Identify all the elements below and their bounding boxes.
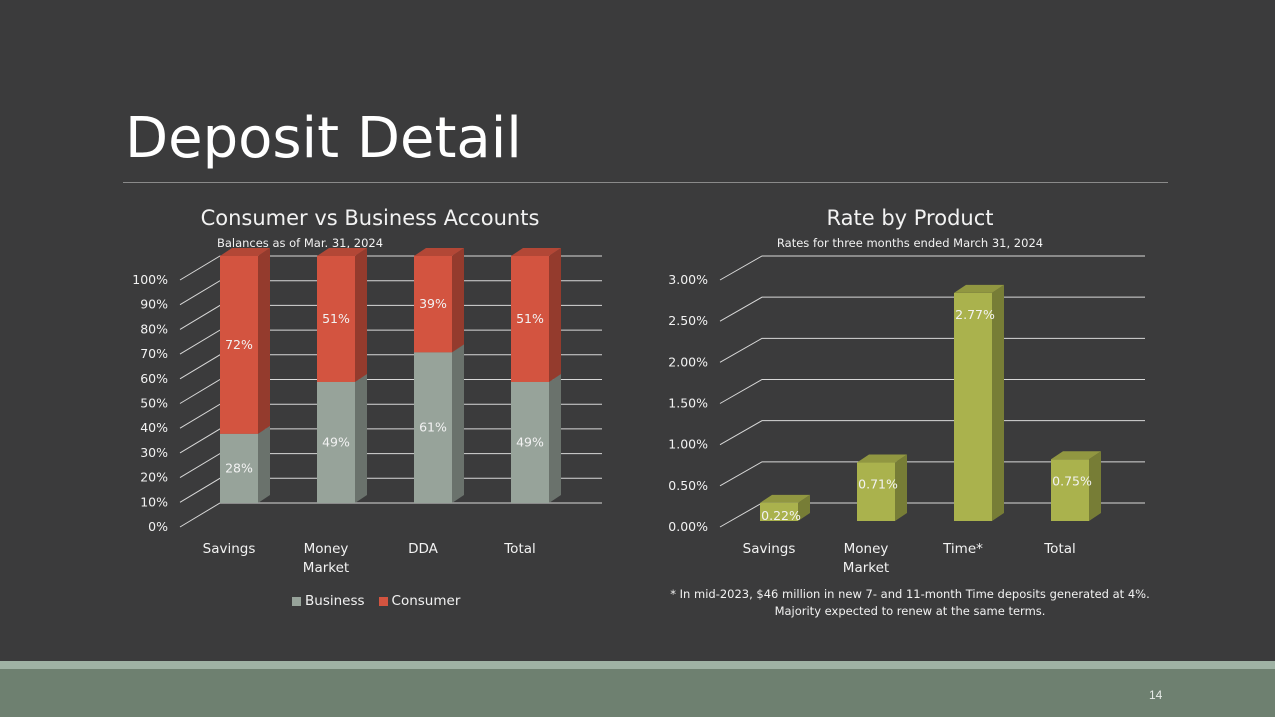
chart1-bar-consumer-1-top [317,248,367,256]
chart1-datalabel-business-3: 49% [516,434,544,449]
chart1-bar-consumer-1-side [355,248,367,382]
chart1-bar-business-3 [511,381,549,503]
chart1-bar-consumer-3-top [511,248,561,256]
chart1-bar-business-0 [220,433,258,503]
chart2-bar-3-top [1051,451,1101,460]
chart1-bar-business-1 [317,381,355,503]
footnote-line-1: * In mid-2023, $46 million in new 7- and… [670,587,1150,601]
chart2-bar-0-top [760,494,810,503]
chart2-gridline-4 [719,337,1145,363]
chart1-bar-business-3-side [549,373,561,503]
chart2-ytick-0: 0.00% [668,519,708,534]
title-divider [123,182,1168,183]
chart2-xtick-1-0: Money [844,541,889,557]
chart1-bar-business-2-side [452,344,464,503]
chart2-bar-1-side [895,454,907,521]
chart1-bar-consumer-0-side [258,248,270,434]
chart2-bar-1-top [857,454,907,463]
chart1-ytick-1: 10% [140,494,168,509]
chart2-datalabel-0: 0.22% [761,508,801,523]
chart2-bar-2-side [992,284,1004,521]
chart1-datalabel-consumer-1: 51% [322,311,350,326]
legend-swatch-business [292,596,301,606]
chart2-datalabel-1: 0.71% [858,477,898,492]
chart1-bar-consumer-1 [317,256,355,382]
footnote: * In mid-2023, $46 million in new 7- and… [660,586,1160,620]
chart2-datalabel-2: 2.77% [955,307,995,322]
footer-bar [0,669,1275,717]
chart1-bar-consumer-2-side [452,248,464,353]
chart1-ytick-3: 30% [140,445,168,460]
chart1-xtick-2-0: DDA [408,541,439,557]
chart2-gridline-6 [719,255,1145,281]
chart1-datalabel-consumer-3: 51% [516,311,544,326]
chart2-bar-2 [954,292,992,521]
legend-item-consumer: Consumer [378,593,461,609]
chart2-title: Rate by Product [826,206,994,230]
chart1-ytick-8: 80% [140,321,168,336]
chart1-datalabel-business-2: 61% [419,420,447,435]
chart1-bar-business-1-side [355,373,367,503]
legend-swatch-consumer [378,596,388,606]
chart1-xtick-0-0: Savings [203,541,256,557]
chart2-gridline-3 [719,379,1145,404]
chart1-ytick-7: 70% [140,346,168,361]
legend-label-consumer: Consumer [391,593,461,609]
chart2-bar-1 [857,462,895,521]
chart1-ytick-0: 0% [148,519,168,534]
footnote-line-2: Majority expected to renew at the same t… [774,604,1046,618]
chart2-ytick-1: 0.50% [668,478,708,493]
chart1-bar-consumer-2 [414,256,452,353]
chart2-subtitle: Rates for three months ended March 31, 2… [776,236,1044,250]
chart2-gridline-2 [719,420,1145,446]
chart1-bar-business-2 [414,352,452,503]
rate-by-product-chart: 0.00% 0.50% 1.00% 1.50% 2.00% 2.50% 3.00% 0.22%… [668,255,1145,576]
chart2-gridline-1 [719,461,1145,487]
chart1-datalabel-consumer-2: 39% [419,296,447,311]
chart2-bar-3-side [1089,451,1101,521]
chart1-datalabel-business-0: 28% [225,460,253,475]
chart2-ytick-3: 1.50% [668,396,708,411]
chart2-ytick-4: 2.00% [668,354,708,369]
chart1-xtick-1-1: Market [303,560,349,576]
legend-label-business: Business [305,593,365,609]
chart1-xtick-3-0: Total [503,541,536,557]
chart2-ytick-5: 2.50% [668,313,708,328]
slide-title: Deposit Detail [125,106,522,171]
chart1-bar-consumer-3-side [549,248,561,382]
chart1-ytick-10: 100% [132,272,168,287]
chart2-bar-0 [760,502,798,521]
chart1-bar-consumer-0 [220,256,258,434]
chart2-xtick-1-1: Market [843,560,889,576]
footer-accent-bar [0,661,1275,669]
chart1-xtick-1-0: Money [304,541,349,557]
chart2-xtick-3-0: Total [1043,541,1076,557]
chart2-gridline-5 [719,296,1145,322]
chart1-ytick-4: 40% [140,420,168,435]
chart2-bar-0-side [798,494,810,521]
consumer-business-chart: 0% 10% 20% 30% 40% 50% 60% 70% 80% 90% 100% 28% 72% S… [132,248,602,576]
chart1-ytick-9: 90% [140,297,168,312]
chart2-ytick-2: 1.00% [668,437,708,452]
chart1-datalabel-business-1: 49% [322,434,350,449]
chart1-bar-consumer-0-top [220,248,270,256]
chart1-ytick-5: 50% [140,396,168,411]
chart1-subtitle: Balances as of Mar. 31, 2024 [216,236,384,250]
chart2-ytick-6: 3.00% [668,272,708,287]
chart2-xtick-0-0: Savings [743,541,796,557]
chart2-bar-2-top [954,284,1004,293]
chart1-datalabel-consumer-0: 72% [225,337,253,352]
chart1-bar-business-0-side [258,425,270,503]
page-number: 14 [1149,688,1163,702]
chart1-legend: Business Consumer [292,593,474,609]
chart2-bar-3 [1051,459,1089,521]
chart1-bar-consumer-2-top [414,248,464,256]
chart2-xtick-2-0: Time* [942,541,983,557]
chart1-bar-consumer-3 [511,256,549,382]
chart1-title: Consumer vs Business Accounts [200,206,540,230]
chart2-datalabel-3: 0.75% [1052,473,1092,488]
chart1-ytick-2: 20% [140,470,168,485]
legend-item-business: Business [292,593,365,609]
chart1-ytick-6: 60% [140,371,168,386]
